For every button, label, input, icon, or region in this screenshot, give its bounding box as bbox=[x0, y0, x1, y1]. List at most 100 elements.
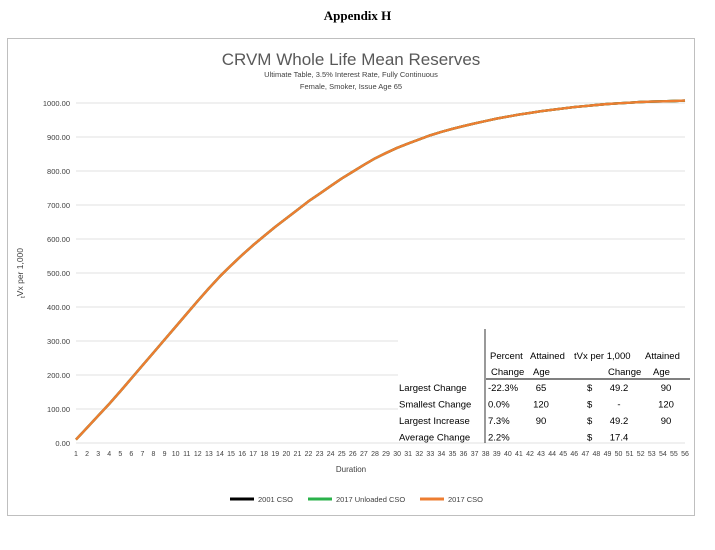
summary-row-pct: -22.3% bbox=[488, 383, 519, 394]
x-tick-label: 13 bbox=[205, 451, 213, 458]
x-tick-label: 11 bbox=[183, 451, 190, 458]
x-tick-label: 50 bbox=[615, 451, 623, 458]
x-tick-label: 41 bbox=[515, 451, 523, 458]
y-tick-label: 200.00 bbox=[47, 371, 70, 380]
summary-row-currency: $ bbox=[587, 433, 593, 444]
summary-row-age1: 65 bbox=[536, 383, 547, 394]
summary-header-bottom: Change bbox=[608, 367, 641, 378]
x-tick-label: 3 bbox=[96, 451, 100, 458]
summary-row-change: 17.4 bbox=[610, 433, 629, 444]
x-tick-label: 36 bbox=[460, 451, 468, 458]
x-tick-label: 40 bbox=[504, 451, 512, 458]
chart-frame: CRVM Whole Life Mean Reserves Ultimate Ta… bbox=[7, 38, 698, 516]
summary-header-top: Attained bbox=[530, 351, 565, 362]
y-tick-label: 1000.00 bbox=[43, 99, 70, 108]
x-tick-label: 16 bbox=[238, 451, 246, 458]
series-line-2 bbox=[75, 99, 686, 441]
x-tick-label: 18 bbox=[260, 451, 268, 458]
summary-row-age1: 90 bbox=[536, 416, 547, 427]
x-tick-label: 44 bbox=[548, 451, 556, 458]
x-tick-label: 25 bbox=[338, 451, 346, 458]
y-tick-label: 900.00 bbox=[47, 133, 70, 142]
x-tick-label: 39 bbox=[493, 451, 501, 458]
x-tick-label: 27 bbox=[360, 451, 368, 458]
y-axis-title: tVx per 1,000 bbox=[15, 248, 27, 298]
summary-table-bg bbox=[398, 331, 698, 442]
x-tick-label: 35 bbox=[449, 451, 457, 458]
summary-row-age2: 90 bbox=[661, 416, 672, 427]
x-tick-label: 7 bbox=[140, 451, 144, 458]
x-axis-title: Duration bbox=[336, 465, 366, 474]
x-tick-label: 37 bbox=[471, 451, 479, 458]
x-tick-label: 31 bbox=[404, 451, 412, 458]
summary-header-bottom: Change bbox=[491, 367, 524, 378]
x-tick-label: 6 bbox=[129, 451, 133, 458]
summary-row-currency: $ bbox=[587, 383, 593, 394]
summary-row-label: Average Change bbox=[399, 433, 470, 444]
summary-row-label: Largest Change bbox=[399, 383, 467, 394]
series-lines bbox=[75, 99, 686, 441]
x-tick-label: 9 bbox=[163, 451, 167, 458]
summary-row-pct: 0.0% bbox=[488, 400, 510, 411]
summary-row-age1: 120 bbox=[533, 400, 549, 411]
legend-label-2: 2017 CSO bbox=[448, 495, 483, 504]
x-tick-label: 38 bbox=[482, 451, 490, 458]
x-tick-label: 54 bbox=[659, 451, 667, 458]
legend: 2001 CSO 2017 Unloaded CSO 2017 CSO bbox=[230, 495, 483, 504]
summary-header-bottom: Age bbox=[533, 367, 550, 378]
x-tick-label: 26 bbox=[349, 451, 357, 458]
legend-label-1: 2017 Unloaded CSO bbox=[336, 495, 405, 504]
x-tick-label: 47 bbox=[581, 451, 589, 458]
y-tick-label: 800.00 bbox=[47, 167, 70, 176]
x-tick-label: 51 bbox=[626, 451, 634, 458]
x-tick-label: 34 bbox=[438, 451, 446, 458]
x-tick-label: 46 bbox=[570, 451, 578, 458]
x-tick-label: 19 bbox=[271, 451, 279, 458]
x-tick-label: 53 bbox=[648, 451, 656, 458]
summary-row-change: 49.2 bbox=[610, 416, 629, 427]
summary-row-change: 49.2 bbox=[610, 383, 629, 394]
y-tick-label: 100.00 bbox=[47, 405, 70, 414]
y-tick-label: 0.00 bbox=[55, 439, 70, 448]
summary-header-top: tVx per 1,000 bbox=[574, 351, 631, 362]
x-tick-label: 21 bbox=[294, 451, 302, 458]
summary-row-change: - bbox=[617, 400, 620, 411]
x-tick-label: 56 bbox=[681, 451, 689, 458]
grid-lines bbox=[76, 102, 685, 444]
y-tick-label: 300.00 bbox=[47, 337, 70, 346]
y-tick-label: 700.00 bbox=[47, 201, 70, 210]
x-tick-label: 48 bbox=[593, 451, 601, 458]
x-tick-label: 30 bbox=[393, 451, 401, 458]
x-tick-label: 29 bbox=[382, 451, 390, 458]
summary-row-label: Largest Increase bbox=[399, 416, 470, 427]
summary-row-pct: 2.2% bbox=[488, 433, 510, 444]
x-tick-label: 33 bbox=[426, 451, 434, 458]
x-tick-label: 22 bbox=[305, 451, 313, 458]
summary-row-currency: $ bbox=[587, 416, 593, 427]
x-tick-label: 49 bbox=[604, 451, 612, 458]
x-tick-label: 45 bbox=[559, 451, 567, 458]
summary-header-top: Percent bbox=[490, 351, 523, 362]
x-tick-label: 42 bbox=[526, 451, 534, 458]
summary-table: Percent Attained tVx per 1,000 Attained Chan… bbox=[398, 329, 698, 444]
x-tick-label: 24 bbox=[327, 451, 335, 458]
summary-row-currency: $ bbox=[587, 400, 593, 411]
summary-header-bottom: Age bbox=[653, 367, 670, 378]
y-axis-title-subscript: t bbox=[20, 296, 27, 298]
y-tick-label: 500.00 bbox=[47, 269, 70, 278]
summary-row-pct: 7.3% bbox=[488, 416, 510, 427]
x-tick-label: 43 bbox=[537, 451, 545, 458]
x-tick-label: 1 bbox=[74, 451, 78, 458]
y-tick-label: 400.00 bbox=[47, 303, 70, 312]
x-tick-label: 55 bbox=[670, 451, 678, 458]
x-tick-label: 4 bbox=[107, 451, 111, 458]
x-tick-label: 8 bbox=[152, 451, 156, 458]
x-tick-label: 2 bbox=[85, 451, 89, 458]
y-tick-label: 600.00 bbox=[47, 235, 70, 244]
chart-title: CRVM Whole Life Mean Reserves bbox=[222, 50, 481, 69]
legend-label-0: 2001 CSO bbox=[258, 495, 293, 504]
page-heading: Appendix H bbox=[323, 8, 392, 23]
summary-row-label: Smallest Change bbox=[399, 400, 471, 411]
